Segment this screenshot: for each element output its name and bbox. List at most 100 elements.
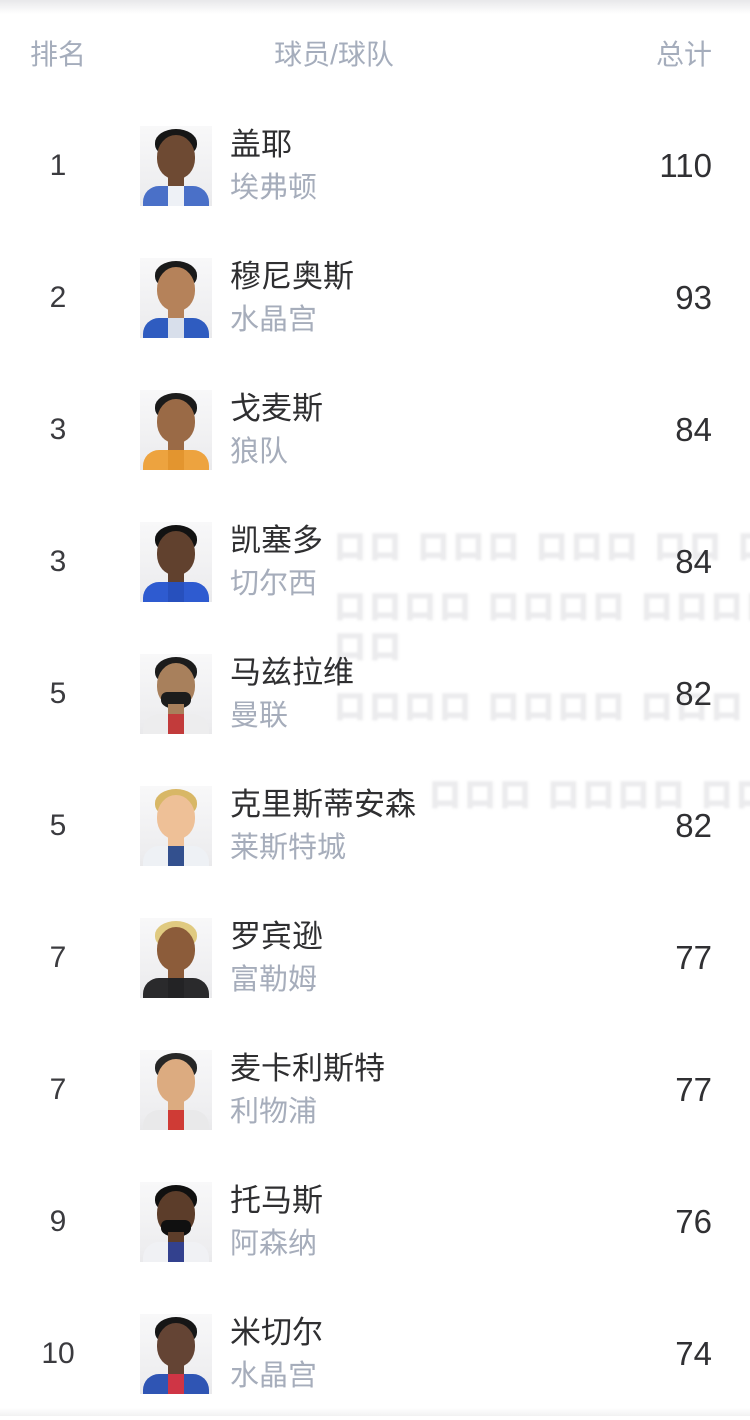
team-name: 富勒姆 (230, 964, 318, 997)
total-value: 74 (675, 1335, 712, 1372)
player-photo (140, 654, 212, 734)
rank-value: 2 (49, 281, 67, 314)
player-photo (140, 918, 212, 998)
avatar-face (157, 1059, 195, 1103)
team-name: 利物浦 (230, 1096, 318, 1129)
player-name: 凯塞多 (230, 522, 323, 558)
avatar-shirt (143, 186, 209, 206)
avatar-face (157, 531, 195, 575)
column-header-total: 总计 (655, 39, 712, 70)
player-info: 凯塞多 切尔西 (206, 523, 572, 602)
total-value: 84 (675, 411, 712, 448)
avatar-face (157, 399, 195, 443)
avatar-face (157, 795, 195, 839)
team-name: 水晶宫 (230, 304, 318, 337)
column-header-rank: 排名 (29, 39, 86, 70)
team-name: 水晶宫 (230, 1360, 318, 1393)
player-info: 米切尔 水晶宫 (206, 1315, 572, 1394)
total-value: 77 (675, 939, 712, 976)
column-header-player: 球员/球队 (274, 39, 394, 70)
player-name: 米切尔 (230, 1314, 323, 1350)
team-name: 埃弗顿 (230, 172, 318, 205)
avatar-face (157, 1323, 195, 1367)
player-info: 盖耶 埃弗顿 (206, 127, 572, 206)
team-name: 阿森纳 (230, 1228, 318, 1261)
player-name: 马兹拉维 (230, 654, 354, 690)
table-row-10[interactable]: 10 米切尔 水晶宫 74 (0, 1288, 750, 1420)
rank-value: 7 (49, 1073, 67, 1106)
table-row-5[interactable]: 5 马兹拉维 曼联 82 (0, 628, 750, 760)
avatar-neck (168, 1232, 184, 1244)
player-photo (140, 258, 212, 338)
player-photo (140, 390, 212, 470)
avatar-shirt (143, 450, 209, 470)
team-name: 曼联 (230, 700, 289, 733)
player-info: 克里斯蒂安森 莱斯特城 (206, 787, 572, 866)
total-value: 77 (675, 1071, 712, 1108)
player-photo (140, 522, 212, 602)
table-row-2[interactable]: 2 穆尼奥斯 水晶宫 93 (0, 232, 750, 364)
player-name: 盖耶 (230, 126, 292, 162)
player-name: 托马斯 (230, 1182, 323, 1218)
player-name: 克里斯蒂安森 (230, 786, 416, 822)
avatar-neck (168, 572, 184, 584)
player-photo (140, 786, 212, 866)
avatar-neck (168, 176, 184, 188)
avatar-neck (168, 1100, 184, 1112)
avatar-shirt-accent (168, 450, 184, 470)
avatar-shirt (143, 318, 209, 338)
rank-value: 5 (49, 677, 67, 710)
player-info: 罗宾逊 富勒姆 (206, 919, 572, 998)
table-row-6[interactable]: 5 克里斯蒂安森 莱斯特城 82 (0, 760, 750, 892)
total-value: 76 (675, 1203, 712, 1240)
screenshot-bottom-edge (0, 1408, 750, 1416)
table-row-9[interactable]: 9 托马斯 阿森纳 76 (0, 1156, 750, 1288)
avatar-neck (168, 836, 184, 848)
total-value: 110 (659, 147, 712, 184)
rank-value: 3 (49, 413, 67, 446)
team-name: 莱斯特城 (230, 832, 347, 865)
avatar-shirt-accent (168, 714, 184, 734)
avatar-neck (168, 440, 184, 452)
avatar-shirt-accent (168, 1374, 184, 1394)
avatar-face (157, 267, 195, 311)
table-header-row: 排名 球员/球队 总计 (0, 0, 750, 70)
avatar-shirt (143, 1110, 209, 1130)
total-value: 93 (675, 279, 712, 316)
avatar-shirt-accent (168, 186, 184, 206)
team-name: 切尔西 (230, 568, 318, 601)
player-photo (140, 1182, 212, 1262)
avatar-shirt (143, 1374, 209, 1394)
avatar-shirt-accent (168, 582, 184, 602)
screenshot-top-edge (0, 0, 750, 14)
table-row-3[interactable]: 3 戈麦斯 狼队 84 (0, 364, 750, 496)
avatar-face (157, 135, 195, 179)
avatar-shirt-accent (168, 318, 184, 338)
table-row-1[interactable]: 1 盖耶 埃弗顿 110 (0, 100, 750, 232)
player-info: 戈麦斯 狼队 (206, 391, 572, 470)
avatar-shirt-accent (168, 846, 184, 866)
avatar-shirt (143, 582, 209, 602)
player-name: 罗宾逊 (230, 918, 323, 954)
player-info: 麦卡利斯特 利物浦 (206, 1051, 572, 1130)
table-row-7[interactable]: 7 罗宾逊 富勒姆 77 (0, 892, 750, 1024)
player-photo (140, 126, 212, 206)
player-photo (140, 1050, 212, 1130)
avatar-shirt (143, 714, 209, 734)
player-name: 穆尼奥斯 (230, 258, 354, 294)
table-row-8[interactable]: 7 麦卡利斯特 利物浦 77 (0, 1024, 750, 1156)
player-info: 托马斯 阿森纳 (206, 1183, 572, 1262)
rank-value: 5 (49, 809, 67, 842)
table-row-4[interactable]: 3 凯塞多 切尔西 84 (0, 496, 750, 628)
total-value: 84 (675, 543, 712, 580)
total-value: 82 (675, 675, 712, 712)
avatar-shirt (143, 846, 209, 866)
avatar-neck (168, 308, 184, 320)
player-photo (140, 1314, 212, 1394)
avatar-neck (168, 704, 184, 716)
player-name: 麦卡利斯特 (230, 1050, 385, 1086)
rank-value: 7 (49, 941, 67, 974)
avatar-shirt (143, 978, 209, 998)
rank-value: 1 (49, 149, 67, 182)
